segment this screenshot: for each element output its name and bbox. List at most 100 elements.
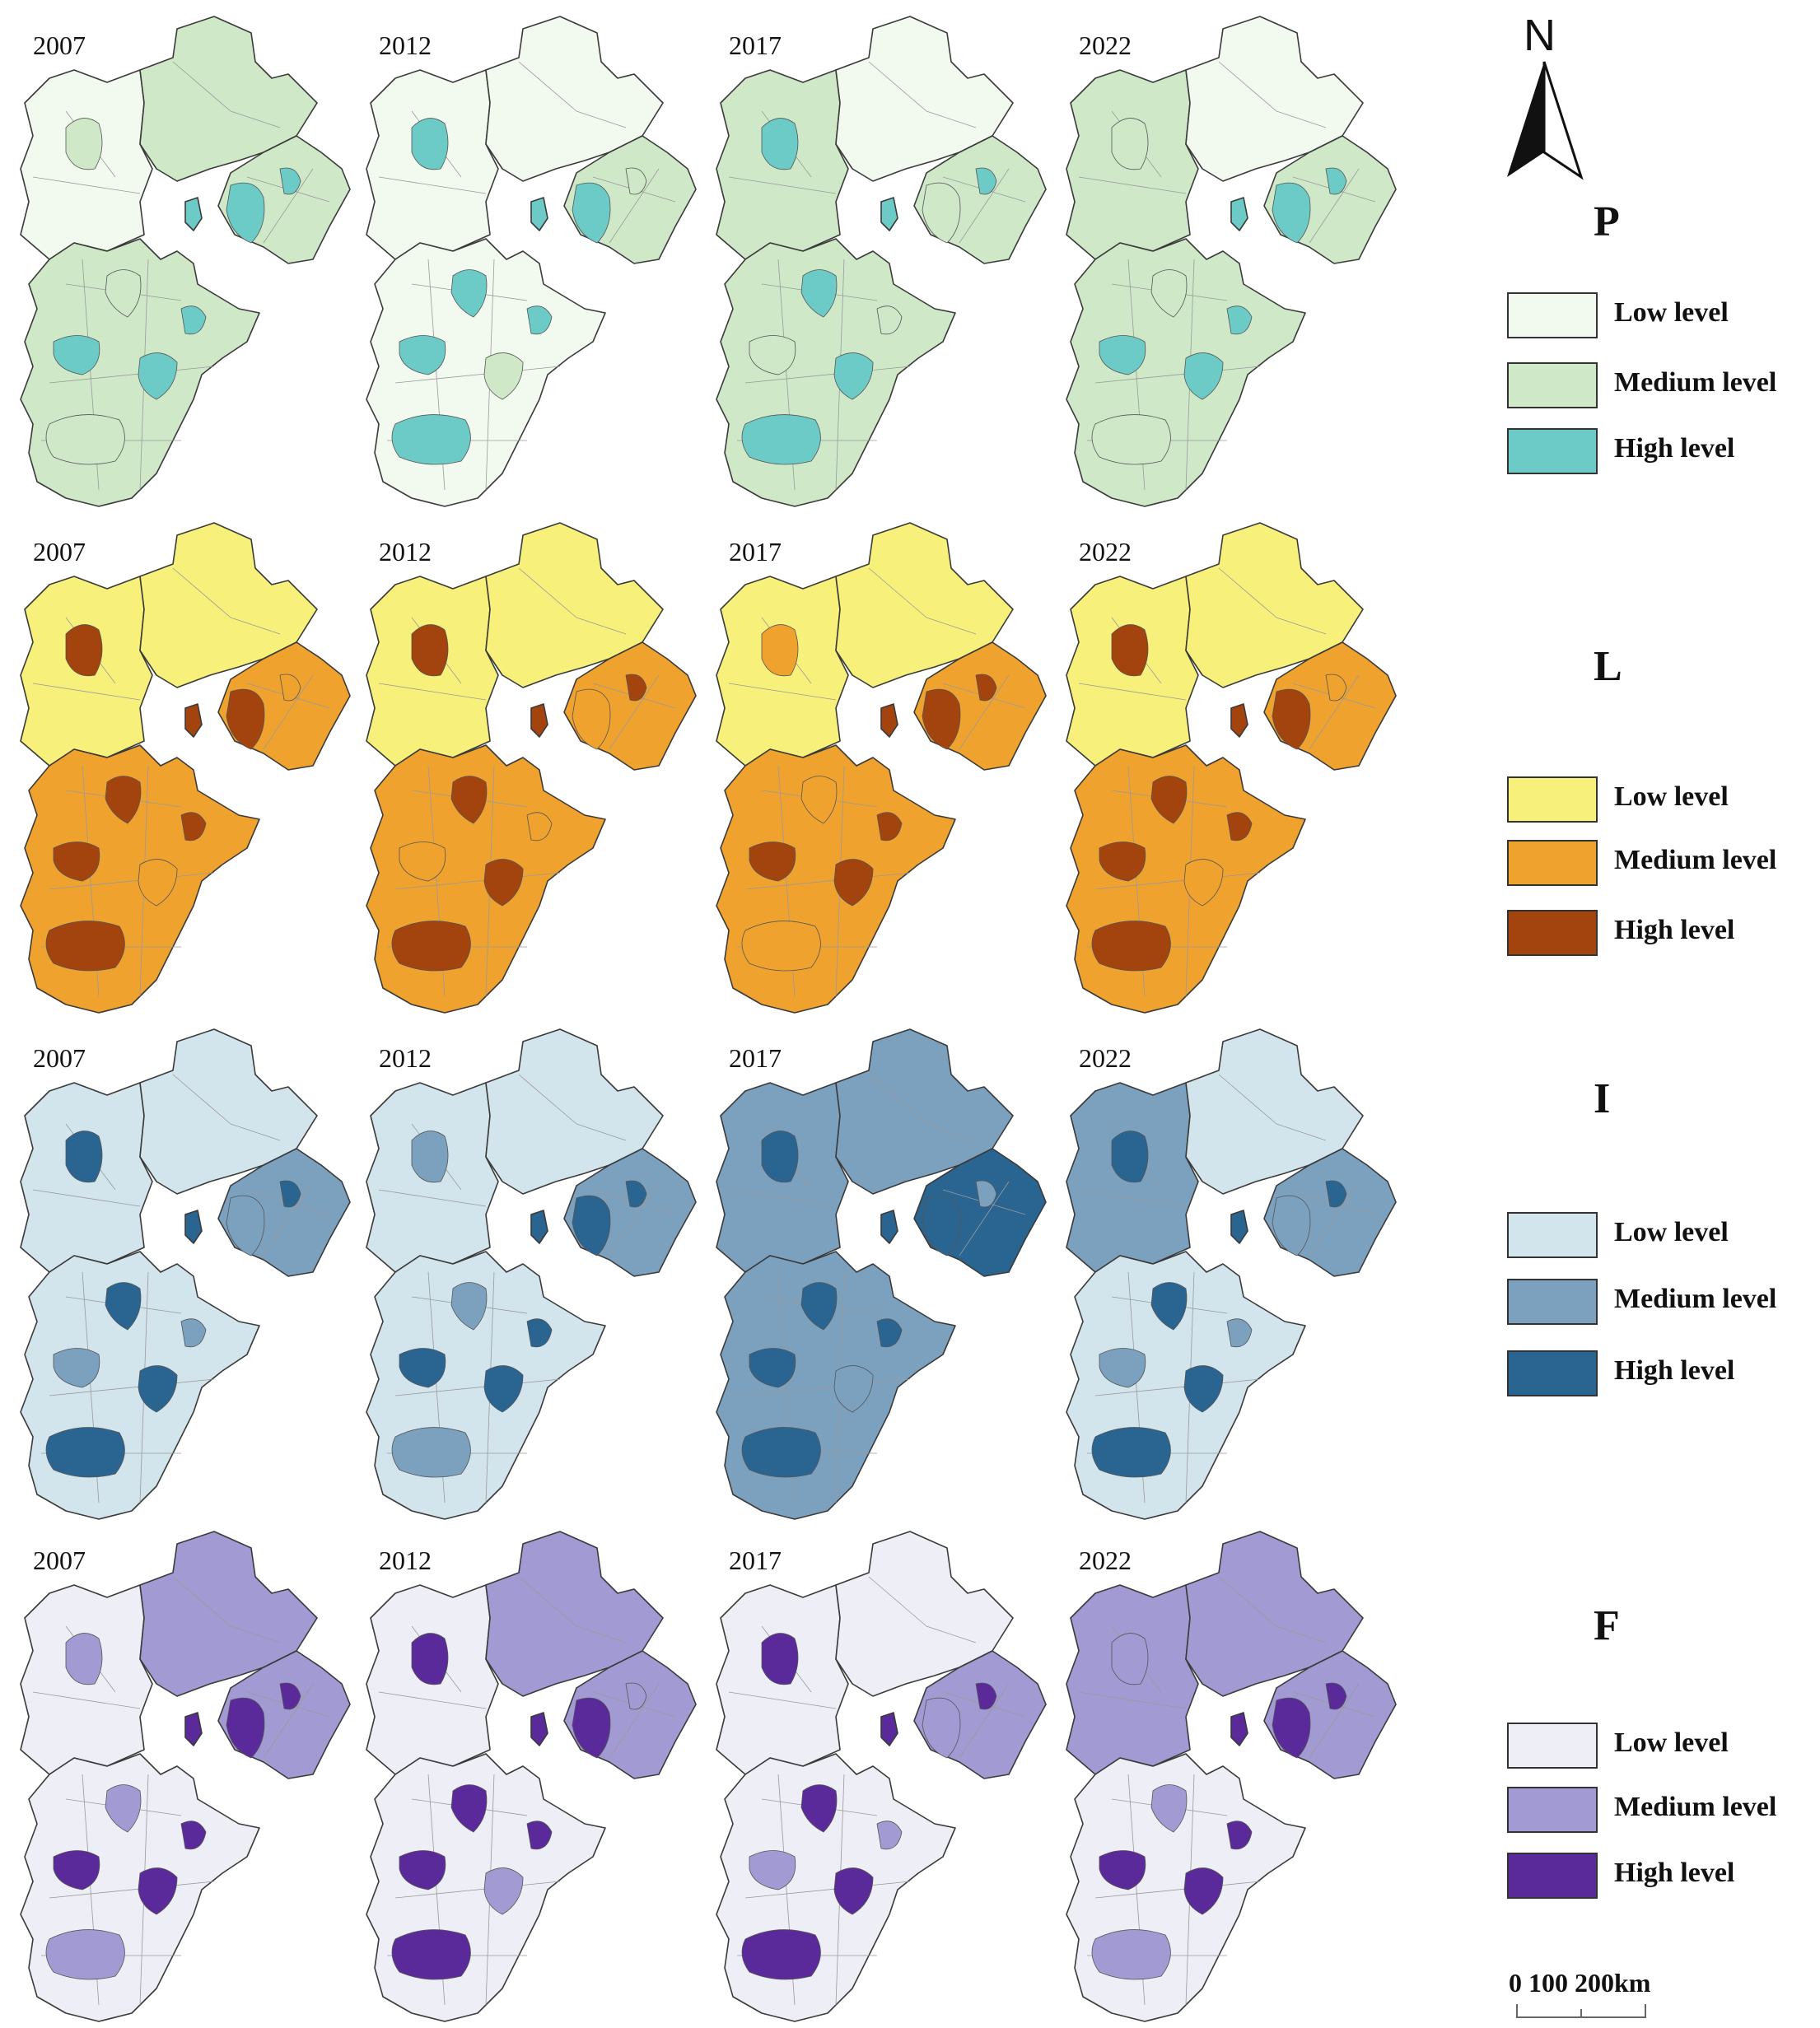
county-boundary bbox=[394, 1378, 561, 1396]
region-ne bbox=[835, 16, 1014, 182]
hotspot-area bbox=[65, 624, 103, 677]
hotspot-area bbox=[279, 1682, 301, 1710]
hotspot-area bbox=[483, 859, 524, 907]
hotspot-area bbox=[180, 812, 207, 842]
year-label-i-2017: 2017 bbox=[729, 1043, 782, 1073]
region-ne bbox=[1185, 16, 1364, 182]
year-label-l-2007: 2007 bbox=[33, 537, 86, 566]
year-label-p-2022: 2022 bbox=[1079, 30, 1132, 60]
legend-swatch bbox=[1507, 910, 1598, 956]
hotspot-area bbox=[1150, 776, 1188, 824]
hotspot-area bbox=[105, 1784, 142, 1833]
hotspot-area bbox=[800, 269, 838, 318]
hotspot-area bbox=[450, 1784, 488, 1833]
hotspot-area bbox=[138, 1867, 178, 1915]
map-f-2022 bbox=[1066, 1531, 1397, 2022]
hotspot-area bbox=[1183, 352, 1224, 400]
county-boundary bbox=[49, 1378, 215, 1396]
hotspot-area bbox=[749, 335, 796, 375]
county-boundary bbox=[744, 366, 911, 384]
region-tj bbox=[1230, 1712, 1248, 1746]
hotspot-area bbox=[1272, 182, 1311, 244]
hotspot-area bbox=[876, 1318, 903, 1348]
region-tj bbox=[880, 197, 898, 231]
year-label-l-2017: 2017 bbox=[729, 537, 782, 566]
county-boundary bbox=[1094, 1378, 1261, 1396]
hotspot-area bbox=[105, 269, 142, 318]
legend-label: Medium level bbox=[1614, 845, 1777, 875]
legend-swatch bbox=[1507, 776, 1598, 823]
hotspot-area bbox=[1111, 1633, 1149, 1685]
county-boundary bbox=[49, 366, 215, 384]
county-boundary bbox=[263, 1683, 314, 1759]
year-label-i-2012: 2012 bbox=[379, 1043, 432, 1073]
hotspot-area bbox=[922, 182, 961, 244]
county-boundary bbox=[378, 1691, 487, 1709]
hotspot-area bbox=[411, 624, 449, 677]
hotspot-area bbox=[53, 842, 100, 882]
region-tj bbox=[1230, 1210, 1248, 1244]
region-tj bbox=[530, 703, 548, 738]
map-l-2007 bbox=[20, 522, 351, 1014]
hotspot-area bbox=[391, 414, 471, 465]
map-l-2017 bbox=[716, 522, 1047, 1014]
hotspot-area bbox=[741, 1929, 821, 1980]
county-boundary bbox=[172, 1576, 231, 1627]
hotspot-area bbox=[526, 812, 553, 842]
county-boundary bbox=[868, 61, 927, 112]
hotspot-area bbox=[391, 1427, 471, 1478]
hotspot-area bbox=[450, 776, 488, 824]
county-boundary bbox=[1218, 567, 1277, 618]
hotspot-area bbox=[138, 859, 178, 907]
region-ne bbox=[139, 16, 318, 182]
county-boundary bbox=[1309, 674, 1360, 750]
legend-swatch bbox=[1507, 1212, 1598, 1258]
county-boundary bbox=[959, 674, 1010, 750]
county-boundary bbox=[518, 1074, 577, 1125]
hotspot-area bbox=[53, 1850, 100, 1890]
county-boundary bbox=[32, 683, 141, 701]
county-boundary bbox=[744, 1378, 911, 1396]
scale-bar-label: 0 100 200km bbox=[1509, 1968, 1651, 1998]
legend-swatch bbox=[1507, 1787, 1598, 1833]
region-ne bbox=[835, 1531, 1014, 1697]
hotspot-area bbox=[399, 842, 446, 882]
north-arrow-icon bbox=[1507, 61, 1584, 180]
county-boundary bbox=[394, 366, 561, 384]
county-boundary bbox=[926, 617, 977, 635]
hotspot-area bbox=[833, 1365, 874, 1413]
legend-swatch bbox=[1507, 428, 1598, 474]
var-title-f: F bbox=[1594, 1602, 1620, 1649]
hotspot-area bbox=[1091, 1929, 1171, 1980]
hotspot-area bbox=[922, 688, 961, 750]
hotspot-area bbox=[1099, 1348, 1146, 1388]
county-boundary bbox=[744, 1881, 911, 1899]
hotspot-area bbox=[526, 1821, 553, 1850]
scale-bar-icon bbox=[1516, 2004, 1646, 2018]
hotspot-area bbox=[975, 1180, 997, 1208]
county-boundary bbox=[1078, 1691, 1187, 1709]
legend-label: Low level bbox=[1614, 1727, 1729, 1758]
county-boundary bbox=[1276, 617, 1327, 635]
hotspot-area bbox=[975, 674, 997, 702]
legend-label: Low level bbox=[1614, 1217, 1729, 1247]
hotspot-area bbox=[1325, 1682, 1347, 1710]
hotspot-area bbox=[1091, 1427, 1171, 1478]
county-boundary bbox=[926, 1625, 977, 1643]
hotspot-area bbox=[65, 1131, 103, 1183]
hotspot-area bbox=[279, 674, 301, 702]
year-label-l-2012: 2012 bbox=[379, 537, 432, 566]
county-boundary bbox=[32, 1189, 141, 1207]
county-boundary bbox=[49, 872, 215, 890]
hotspot-area bbox=[180, 1821, 207, 1850]
hotspot-area bbox=[741, 414, 821, 465]
year-label-f-2022: 2022 bbox=[1079, 1545, 1132, 1575]
hotspot-area bbox=[1150, 269, 1188, 318]
year-label-l-2022: 2022 bbox=[1079, 537, 1132, 566]
county-boundary bbox=[744, 872, 911, 890]
hotspot-area bbox=[105, 776, 142, 824]
county-boundary bbox=[1309, 168, 1360, 244]
legend-label: Low level bbox=[1614, 781, 1729, 812]
hotspot-area bbox=[572, 1697, 611, 1759]
